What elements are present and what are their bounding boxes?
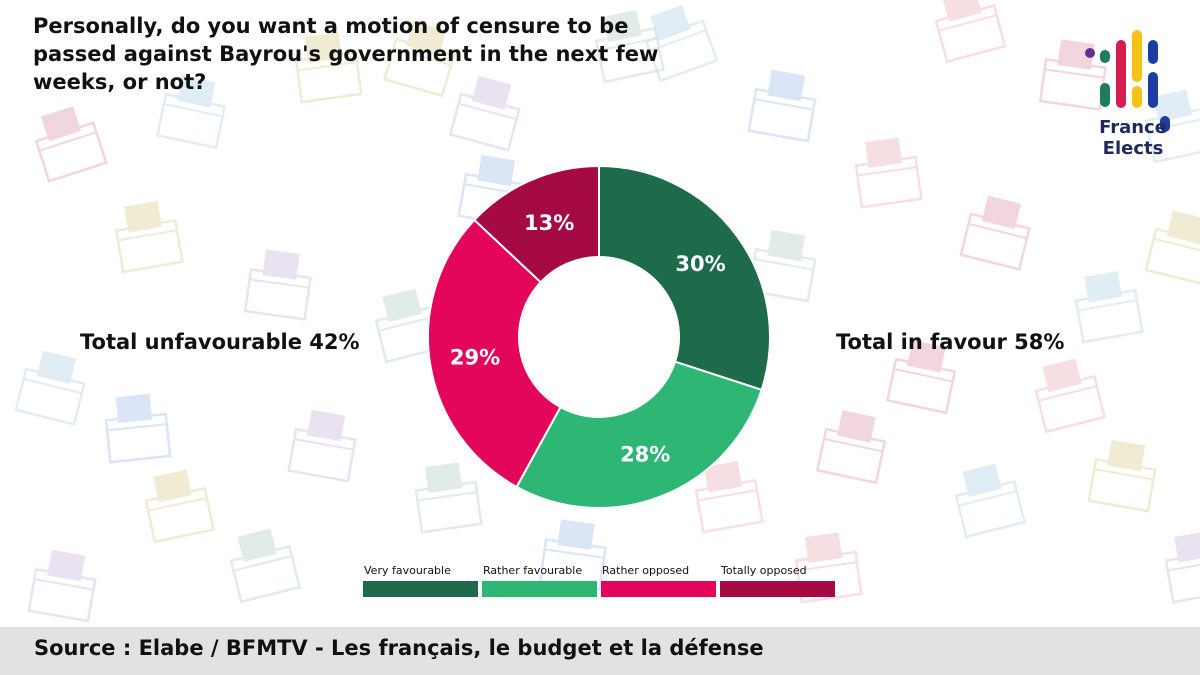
ballot-box-icon bbox=[1144, 210, 1200, 286]
total-unfavourable-label: Total unfavourable 42% bbox=[80, 330, 360, 354]
ballot-box-icon bbox=[594, 9, 665, 84]
ballot-box-icon bbox=[104, 393, 172, 464]
legend-label: Very favourable bbox=[364, 564, 451, 577]
ballot-box-icon bbox=[144, 469, 215, 544]
legend-item-rather-favourable: Rather favourable bbox=[482, 563, 597, 597]
legend-label: Rather opposed bbox=[602, 564, 690, 577]
ballot-box-icon bbox=[694, 461, 764, 534]
legend-swatch bbox=[363, 581, 478, 597]
ballot-box-icon bbox=[1087, 439, 1157, 513]
legend-swatch bbox=[482, 581, 597, 597]
ballot-box-icon bbox=[1144, 89, 1200, 164]
legend-item-very-favourable: Very favourable bbox=[363, 563, 478, 597]
ballot-box-icon bbox=[959, 195, 1031, 271]
legend-label: Totally opposed bbox=[721, 564, 807, 577]
data-label: 13% bbox=[524, 211, 574, 235]
ballot-box-icon bbox=[155, 75, 227, 150]
source-footer: Source : Elabe / BFMTV - Les français, l… bbox=[0, 627, 1200, 675]
ballot-box-icon bbox=[14, 350, 86, 426]
ballot-box-icon bbox=[1034, 358, 1107, 434]
france-elects-logo bbox=[1085, 30, 1170, 132]
ballot-box-icon bbox=[287, 409, 357, 483]
ballot-box-icon bbox=[815, 410, 887, 485]
logo-text: France Elects bbox=[1083, 117, 1183, 159]
source-text: Source : Elabe / BFMTV - Les français, l… bbox=[34, 636, 764, 660]
ballot-box-icon bbox=[243, 249, 312, 321]
donut-center bbox=[520, 258, 678, 416]
legend-swatch bbox=[601, 581, 716, 597]
donut-slice-very-favourable bbox=[598, 164, 771, 392]
logo-line-2: Elects bbox=[1102, 138, 1164, 159]
data-label: 30% bbox=[675, 252, 725, 276]
ballot-box-icon bbox=[644, 4, 719, 83]
ballot-box-icon bbox=[27, 549, 97, 623]
donut-slice-totally-opposed bbox=[472, 164, 600, 284]
ballot-box-icon bbox=[854, 137, 923, 209]
ballot-box-icon bbox=[114, 201, 184, 274]
ballot-box-icon bbox=[229, 528, 302, 604]
legend-swatch bbox=[720, 581, 835, 597]
chart-title: Personally, do you want a motion of cens… bbox=[33, 14, 659, 94]
total-in-favour-label: Total in favour 58% bbox=[836, 330, 1065, 354]
ballot-box-icon bbox=[448, 75, 521, 152]
ballot-box-icon bbox=[934, 0, 1007, 64]
legend-label: Rather favourable bbox=[483, 564, 583, 577]
data-label: 28% bbox=[620, 443, 670, 467]
ballot-box-icon bbox=[954, 463, 1027, 539]
ballot-box-icon bbox=[383, 21, 456, 98]
ballot-box-icon bbox=[1164, 531, 1200, 604]
logo-line-1: France bbox=[1099, 117, 1167, 138]
data-label: 29% bbox=[450, 346, 500, 370]
donut-slice-rather-favourable bbox=[515, 360, 763, 509]
legend-item-totally-opposed: Totally opposed bbox=[720, 563, 835, 597]
ballot-box-icon bbox=[34, 106, 108, 183]
legend-item-rather-opposed: Rather opposed bbox=[601, 563, 716, 597]
ballot-box-icon bbox=[414, 462, 483, 534]
ballot-box-icon bbox=[294, 32, 363, 104]
ballot-box-icon bbox=[1074, 271, 1144, 344]
donut-slice-rather-opposed bbox=[427, 218, 562, 489]
ballot-box-icon bbox=[747, 69, 817, 143]
ballot-box-icon bbox=[885, 340, 957, 415]
